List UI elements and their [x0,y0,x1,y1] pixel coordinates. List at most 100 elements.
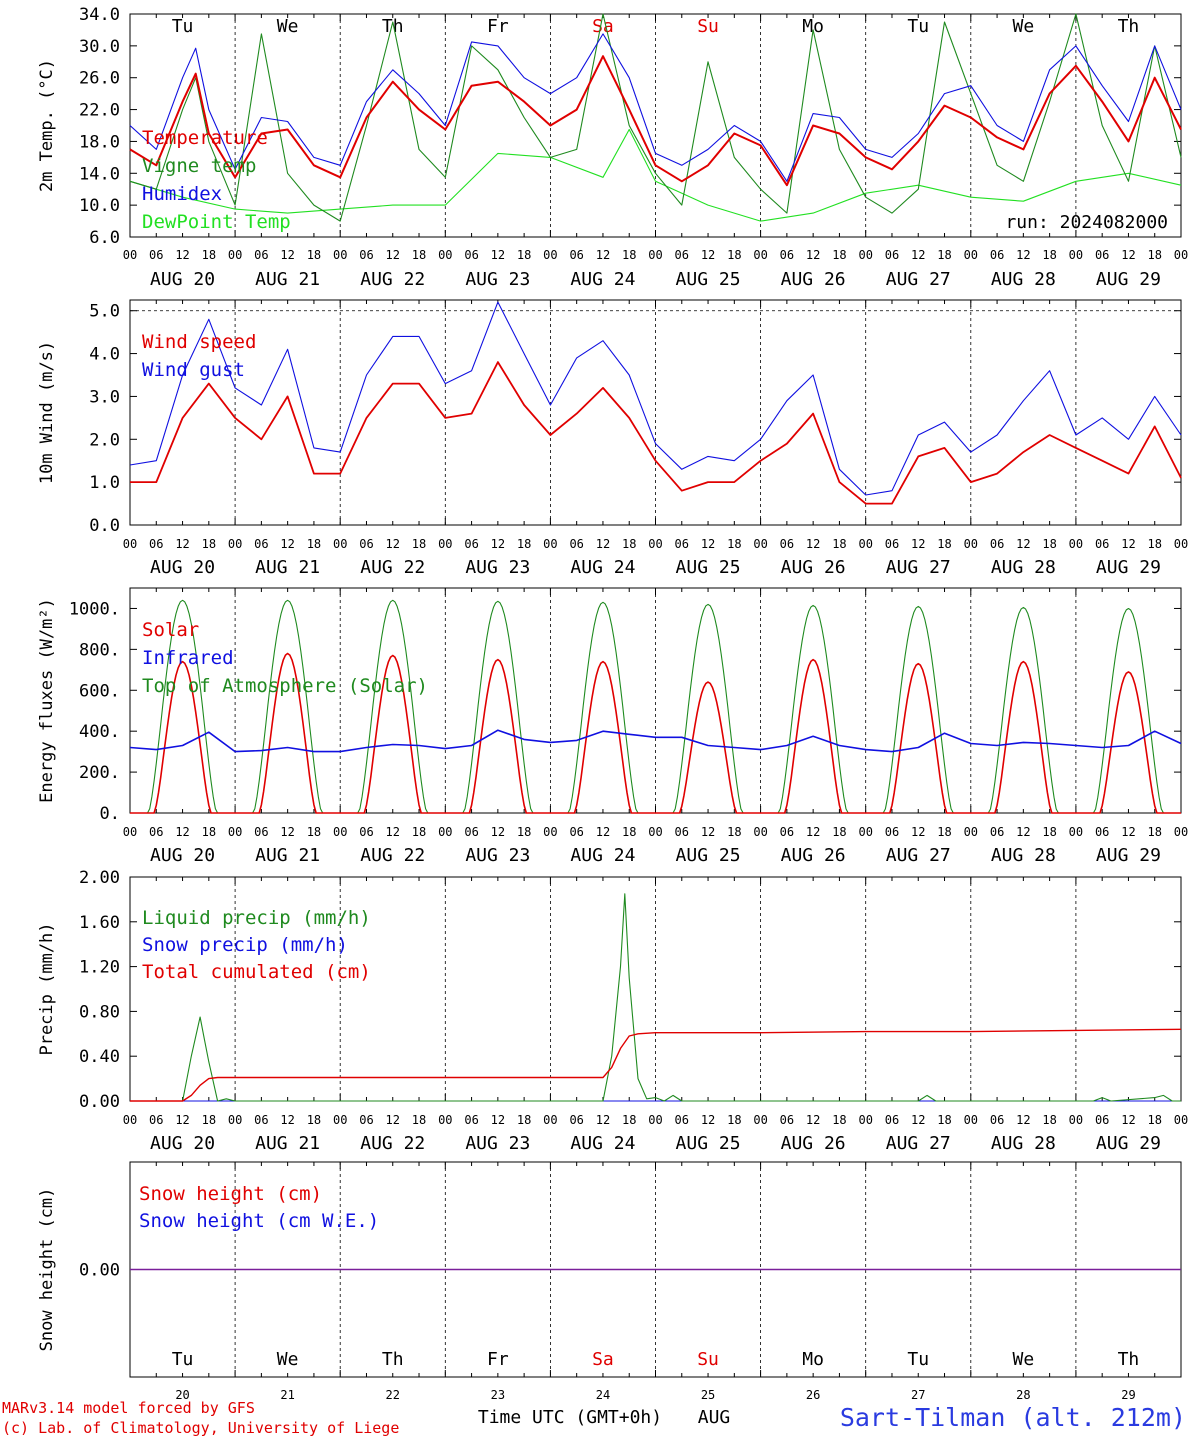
hour-tick-label: 00 [123,1113,137,1127]
date-label: AUG 27 [886,269,951,290]
day-number-label: 27 [911,1388,925,1402]
hour-tick-label: 18 [1147,1113,1161,1127]
y-tick-label: 4.0 [89,345,120,365]
hour-tick-label: 00 [753,825,767,839]
hour-tick-label: 18 [727,248,741,262]
hour-tick-label: 12 [280,1113,294,1127]
day-number-label: 25 [701,1388,715,1402]
series-line-wind-speed [130,361,1182,505]
hour-tick-label: 00 [543,248,557,262]
day-number-label: 29 [1121,1388,1135,1402]
hour-tick-label: 06 [464,248,478,262]
weekday-label: Tu [172,16,194,37]
series-line-infrared [129,729,1182,753]
hour-tick-label: 18 [832,537,846,551]
series-line-humidex [129,33,1182,182]
series-line-temperature [129,55,1182,187]
legend-entry: Top of Atmosphere (Solar) [142,675,428,697]
date-label: AUG 23 [465,557,530,578]
date-label: AUG 23 [465,845,530,866]
hour-tick-label: 00 [1174,1113,1188,1127]
hour-tick-label: 18 [937,825,951,839]
hour-tick-label: 00 [438,1113,452,1127]
hour-tick-label: 06 [990,248,1004,262]
hour-tick-label: 18 [307,537,321,551]
y-tick-label: 0.0 [89,516,120,536]
y-tick-label: 26.0 [79,69,120,89]
hour-tick-label: 00 [333,825,347,839]
hour-tick-label: 18 [202,1113,216,1127]
legend-entry: Humidex [142,183,222,205]
hour-tick-label: 06 [569,1113,583,1127]
hour-tick-label: 12 [386,537,400,551]
day-number-label: 22 [386,1388,400,1402]
date-label: AUG 26 [781,557,846,578]
hour-tick-label: 06 [464,537,478,551]
hour-tick-label: 00 [543,825,557,839]
date-label: AUG 21 [255,1133,320,1154]
legend-entry: Wind speed [142,331,256,353]
hour-tick-label: 00 [858,825,872,839]
y-tick-label: 0.40 [79,1047,120,1067]
hour-tick-label: 00 [648,1113,662,1127]
hour-tick-label: 18 [412,248,426,262]
y-axis-label: Precip (mm/h) [37,922,57,1055]
date-label: AUG 24 [570,557,635,578]
weekday-label: We [1013,1349,1035,1370]
hour-tick-label: 12 [701,1113,715,1127]
date-label: AUG 22 [360,845,425,866]
hour-tick-label: 00 [123,248,137,262]
hour-tick-label: 00 [438,825,452,839]
day-number-label: 20 [175,1388,189,1402]
hour-tick-label: 18 [727,537,741,551]
date-label: AUG 29 [1096,1133,1161,1154]
hour-tick-label: 00 [228,248,242,262]
station-label: Sart-Tilman (alt. 212m) [839,1403,1186,1432]
y-tick-label: 800. [79,640,120,660]
weekday-label: We [277,1349,299,1370]
date-label: AUG 28 [991,1133,1056,1154]
panel-frame [129,587,1182,814]
hour-tick-label: 18 [622,825,636,839]
weekday-label: Su [697,16,719,37]
y-tick-label: 1.20 [79,958,120,978]
hour-tick-label: 00 [753,248,767,262]
hour-tick-label: 18 [202,537,216,551]
hour-tick-label: 00 [333,537,347,551]
date-label: AUG 25 [676,557,741,578]
legend-entry: Liquid precip (mm/h) [142,907,371,929]
hour-tick-label: 18 [202,248,216,262]
panel-5: 0.00 Snow height (cm) Snow height (cm) Snow… [37,1161,1182,1428]
y-axis-label: 2m Temp. (°C) [37,59,57,192]
hour-tick-label: 18 [307,825,321,839]
y-tick-label: 18.0 [79,132,120,152]
day-number-label: 21 [280,1388,294,1402]
y-tick-label: 2.0 [89,430,120,450]
hour-tick-label: 06 [149,825,163,839]
weekday-label: Tu [172,1349,194,1370]
date-label: AUG 28 [991,845,1056,866]
day-number-label: 28 [1016,1388,1030,1402]
hour-tick-label: 00 [964,537,978,551]
hour-tick-label: 12 [1121,248,1135,262]
hour-tick-label: 00 [123,537,137,551]
hour-tick-label: 00 [648,825,662,839]
date-label: AUG 29 [1096,557,1161,578]
hour-tick-label: 12 [175,825,189,839]
legend-entry: Vigne temp [142,155,256,177]
date-label: AUG 25 [676,1133,741,1154]
hour-tick-label: 06 [885,248,899,262]
hour-tick-label: 12 [491,825,505,839]
y-tick-label: 1000. [69,599,120,619]
legend-entry: Infrared [142,647,234,669]
series-line-liquid-precip-mm-h [130,893,1181,1102]
hour-tick-label: 00 [123,825,137,839]
hour-tick-label: 06 [885,1113,899,1127]
date-label: AUG 22 [360,269,425,290]
hour-tick-label: 12 [1121,1113,1135,1127]
legend-entry: Temperature [142,127,268,149]
hour-tick-label: 06 [569,537,583,551]
hour-tick-label: 00 [964,825,978,839]
date-label: AUG 22 [360,1133,425,1154]
hour-tick-label: 06 [1095,248,1109,262]
